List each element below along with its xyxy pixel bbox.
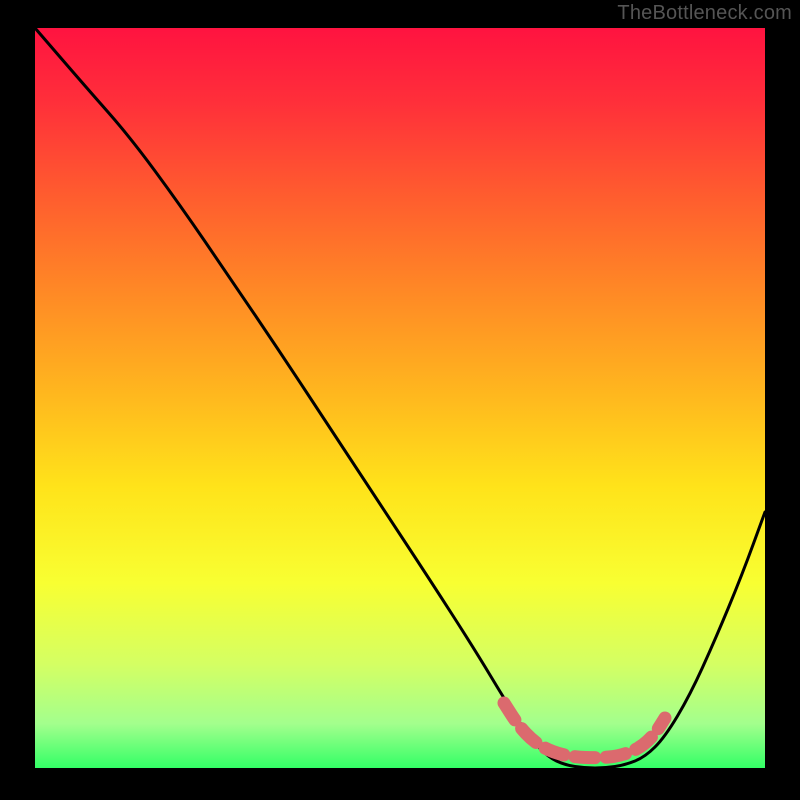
bottleneck-curve-chart [0,0,800,800]
watermark-text: TheBottleneck.com [617,2,792,25]
chart-container: TheBottleneck.com [0,0,800,800]
